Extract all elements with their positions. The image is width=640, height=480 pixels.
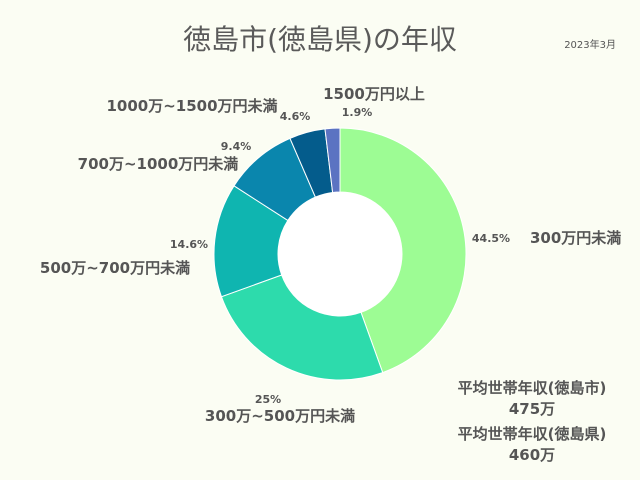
percent-label-3: 14.6% — [170, 238, 208, 251]
chart-title: 徳島市(徳島県)の年収 — [183, 23, 457, 56]
donut-hole — [278, 192, 402, 316]
average-prefecture-value: 460万 — [508, 446, 556, 464]
percent-label-2: 25% — [255, 393, 281, 406]
percent-label-1: 44.5% — [472, 232, 510, 245]
percent-label-6: 1.9% — [342, 106, 373, 119]
category-label-1: 300万円未満 — [530, 229, 621, 247]
category-label-2: 300万~500万円未満 — [205, 407, 355, 425]
average-city-label: 平均世帯年収(徳島市) — [457, 379, 607, 397]
percent-label-4: 9.4% — [221, 140, 252, 153]
category-label-3: 500万~700万円未満 — [40, 259, 190, 277]
category-label-4: 700万~1000万円未満 — [78, 155, 239, 173]
date-label: 2023年3月 — [564, 40, 616, 51]
average-prefecture: 平均世帯年収(徳島県) 460万 — [432, 424, 632, 466]
category-label-5: 1000万~1500万円未満 — [106, 97, 277, 115]
average-city-value: 475万 — [508, 400, 556, 418]
category-label-6: 1500万円以上 — [323, 85, 425, 103]
average-city: 平均世帯年収(徳島市) 475万 — [432, 378, 632, 420]
percent-label-5: 4.6% — [280, 110, 311, 123]
average-prefecture-label: 平均世帯年収(徳島県) — [457, 425, 607, 443]
